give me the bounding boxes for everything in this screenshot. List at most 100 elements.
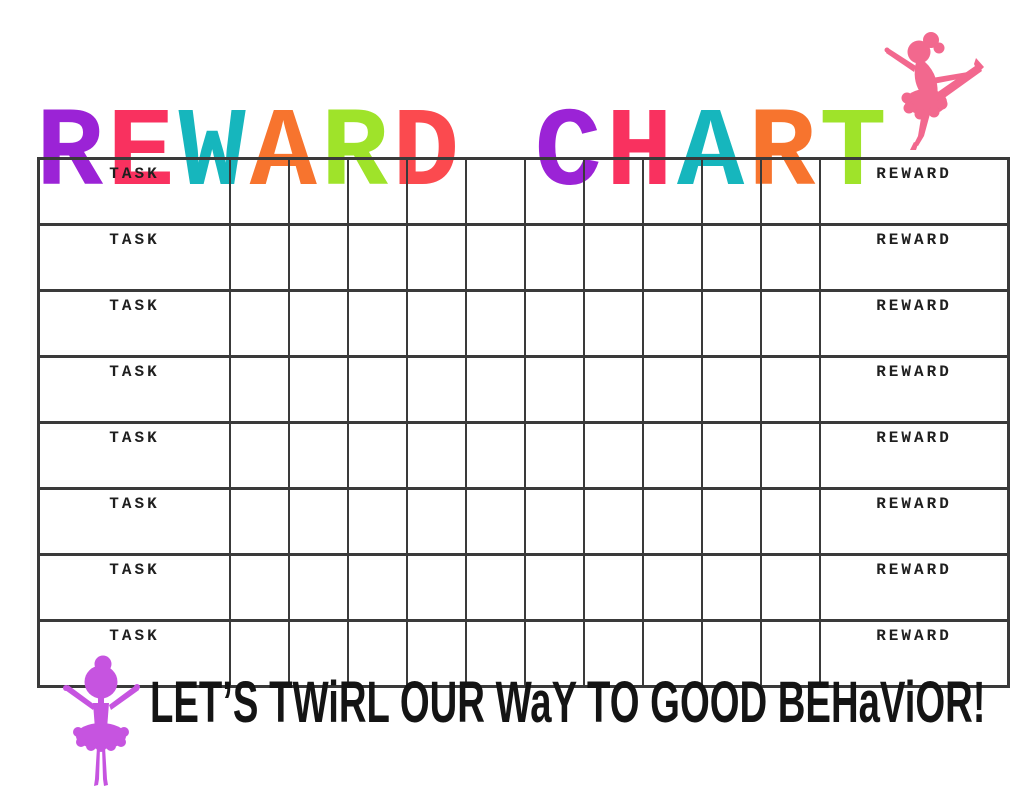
sticker-cell	[347, 289, 408, 358]
task-label-cell: TASK	[37, 355, 231, 424]
reward-label-cell: REWARD	[819, 157, 1010, 226]
sticker-cell	[229, 157, 290, 226]
reward-label-cell: REWARD	[819, 487, 1010, 556]
sticker-cell	[583, 289, 644, 358]
chart-row: TASK REWARD	[37, 553, 1010, 622]
reward-label-cell: REWARD	[819, 619, 1010, 688]
sticker-cell	[583, 553, 644, 622]
sticker-cell	[701, 421, 762, 490]
sticker-cell	[642, 289, 703, 358]
tagline: LET’S TWiRL OUR WaY TO GOOD BEHaViOR!	[150, 670, 986, 735]
sticker-cell	[288, 223, 349, 292]
sticker-cell	[288, 289, 349, 358]
sticker-cell	[583, 355, 644, 424]
sticker-cell	[524, 421, 585, 490]
sticker-cell	[701, 619, 762, 688]
ballerina-arabesque-icon	[884, 32, 984, 150]
sticker-cell	[406, 553, 467, 622]
sticker-cell	[229, 619, 290, 688]
sticker-cell	[701, 157, 762, 226]
sticker-cell	[288, 619, 349, 688]
sticker-cell	[347, 223, 408, 292]
sticker-cell	[229, 421, 290, 490]
sticker-cell	[642, 223, 703, 292]
task-label-cell: TASK	[37, 421, 231, 490]
sticker-cell	[760, 553, 821, 622]
sticker-cell	[524, 553, 585, 622]
chart-row: TASK REWARD	[37, 157, 1010, 226]
sticker-cell	[288, 421, 349, 490]
chart-row: TASK REWARD	[37, 289, 1010, 358]
chart-row: TASK REWARD	[37, 223, 1010, 292]
sticker-cell	[465, 157, 526, 226]
sticker-cell	[642, 157, 703, 226]
sticker-cell	[642, 355, 703, 424]
sticker-cell	[288, 355, 349, 424]
sticker-cell	[288, 487, 349, 556]
sticker-cell	[760, 421, 821, 490]
sticker-cell	[583, 619, 644, 688]
sticker-cell	[465, 355, 526, 424]
reward-label-cell: REWARD	[819, 289, 1010, 358]
chart-row: TASK REWARD	[37, 355, 1010, 424]
sticker-cell	[229, 553, 290, 622]
sticker-cell	[406, 223, 467, 292]
sticker-cell	[406, 619, 467, 688]
chart-row: TASK REWARD	[37, 421, 1010, 490]
task-label-cell: TASK	[37, 157, 231, 226]
sticker-cell	[524, 619, 585, 688]
sticker-cell	[406, 157, 467, 226]
sticker-cell	[229, 487, 290, 556]
reward-label-cell: REWARD	[819, 355, 1010, 424]
sticker-cell	[701, 223, 762, 292]
sticker-cell	[288, 157, 349, 226]
sticker-cell	[465, 553, 526, 622]
sticker-cell	[642, 619, 703, 688]
sticker-cell	[347, 487, 408, 556]
sticker-cell	[760, 619, 821, 688]
sticker-cell	[465, 421, 526, 490]
sticker-cell	[524, 289, 585, 358]
sticker-cell	[583, 487, 644, 556]
reward-label-cell: REWARD	[819, 421, 1010, 490]
task-label-cell: TASK	[37, 619, 231, 688]
sticker-cell	[760, 157, 821, 226]
sticker-cell	[347, 157, 408, 226]
sticker-cell	[701, 553, 762, 622]
sticker-cell	[406, 289, 467, 358]
sticker-cell	[524, 355, 585, 424]
reward-label-cell: REWARD	[819, 553, 1010, 622]
sticker-cell	[406, 355, 467, 424]
sticker-cell	[465, 619, 526, 688]
sticker-cell	[583, 157, 644, 226]
sticker-cell	[465, 223, 526, 292]
sticker-cell	[229, 289, 290, 358]
chart-row: TASK REWARD	[37, 619, 1010, 688]
sticker-cell	[347, 553, 408, 622]
chart-row: TASK REWARD	[37, 487, 1010, 556]
sticker-cell	[642, 553, 703, 622]
sticker-cell	[406, 421, 467, 490]
sticker-cell	[524, 487, 585, 556]
sticker-cell	[347, 421, 408, 490]
sticker-cell	[701, 487, 762, 556]
sticker-cell	[406, 487, 467, 556]
sticker-cell	[347, 355, 408, 424]
sticker-cell	[229, 223, 290, 292]
sticker-cell	[524, 157, 585, 226]
sticker-cell	[288, 553, 349, 622]
sticker-cell	[465, 289, 526, 358]
task-label-cell: TASK	[37, 487, 231, 556]
ballerina-standing-icon	[63, 655, 140, 786]
sticker-cell	[347, 619, 408, 688]
sticker-cell	[524, 223, 585, 292]
task-label-cell: TASK	[37, 289, 231, 358]
sticker-cell	[760, 487, 821, 556]
sticker-cell	[760, 355, 821, 424]
sticker-cell	[642, 487, 703, 556]
sticker-cell	[760, 289, 821, 358]
reward-chart-table: TASK REWARD TASK REWARD TASK REWARD TASK REWARD…	[37, 157, 1010, 688]
task-label-cell: TASK	[37, 553, 231, 622]
reward-label-cell: REWARD	[819, 223, 1010, 292]
